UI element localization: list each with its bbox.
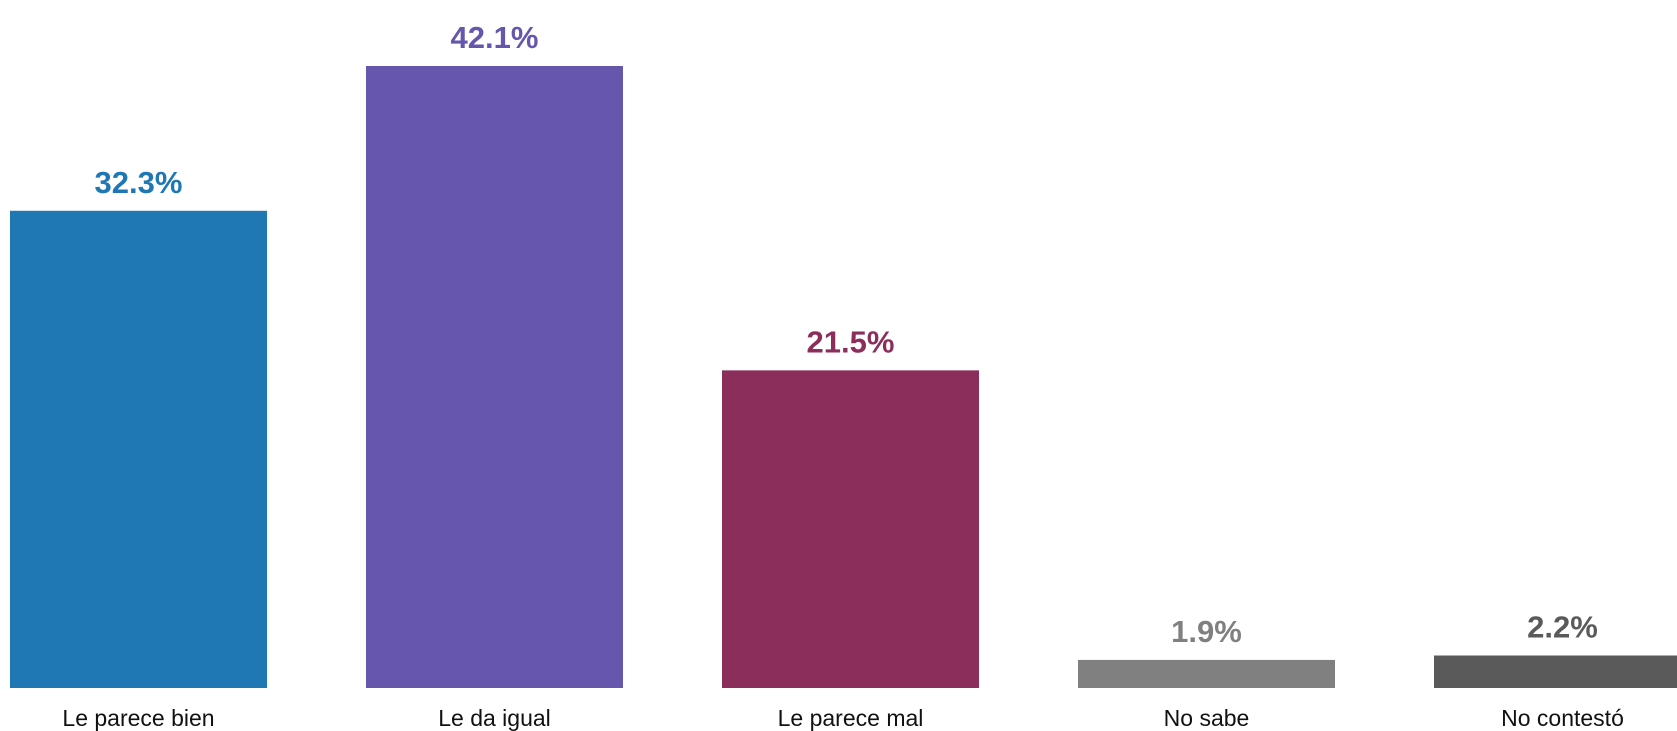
category-label-1: Le da igual <box>438 705 551 731</box>
category-label-2: Le parece mal <box>778 705 924 731</box>
bar-0 <box>10 210 267 688</box>
bars-group <box>10 66 1677 688</box>
value-labels-group: 32.3% 42.1% 21.5% 1.9% 2.2% <box>95 20 1598 649</box>
bar-2 <box>722 370 979 688</box>
value-label-1: 42.1% <box>451 20 539 55</box>
value-label-0: 32.3% <box>95 165 183 200</box>
value-label-4: 2.2% <box>1527 609 1598 644</box>
bar-3 <box>1078 659 1335 688</box>
category-labels-group: Le parece bien Le da igual Le parece mal No… <box>62 705 1623 731</box>
bar-4 <box>1434 655 1677 688</box>
category-label-4: No contestó <box>1501 705 1624 731</box>
category-label-0: Le parece bien <box>62 705 214 731</box>
value-label-2: 21.5% <box>807 324 895 359</box>
category-label-3: No sabe <box>1164 705 1250 731</box>
bar-1 <box>366 66 623 688</box>
value-label-3: 1.9% <box>1171 614 1242 649</box>
